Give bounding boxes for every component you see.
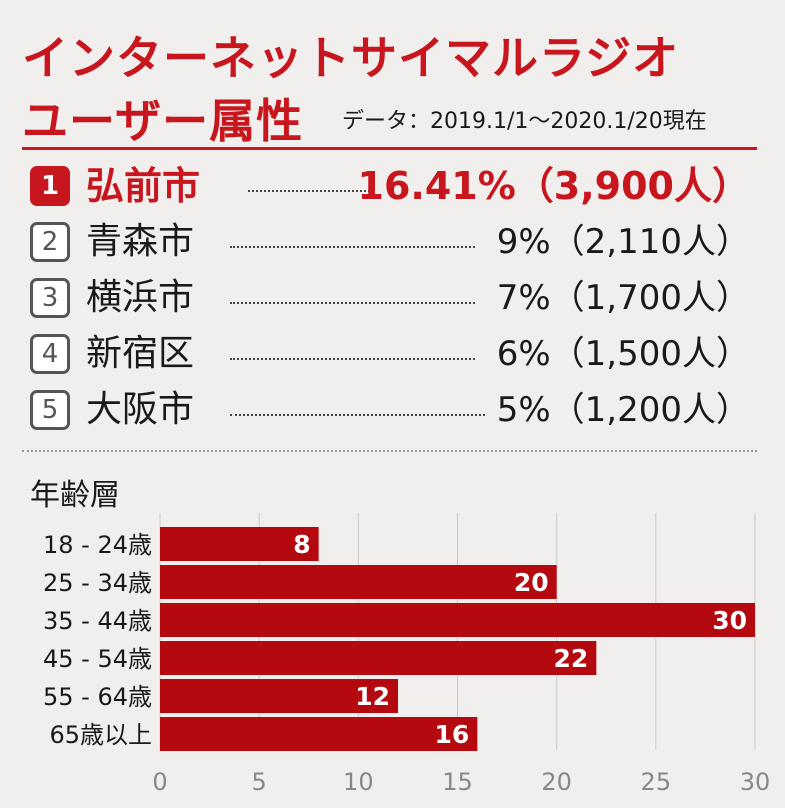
bar-0 <box>160 527 319 561</box>
bar-value-label: 8 <box>293 530 310 559</box>
ranking-row-3: 3 横浜市 7%（1,700人） <box>30 272 750 324</box>
age-chart-title: 年齢層 <box>30 478 120 513</box>
rank-badge: 2 <box>30 222 70 262</box>
dotted-leader <box>248 190 370 192</box>
rank-badge: 1 <box>30 166 70 206</box>
title-divider <box>22 147 757 150</box>
category-label: 45 - 54歳 <box>43 645 152 673</box>
city-name: 青森市 <box>86 221 195 262</box>
bar-value-label: 16 <box>435 720 470 749</box>
bar-3 <box>160 641 597 675</box>
title-line2: ユーザー属性 <box>22 94 304 148</box>
bar-4 <box>160 679 398 713</box>
dotted-leader <box>230 358 475 360</box>
category-label: 25 - 34歳 <box>43 569 152 597</box>
x-tick-label-10: 10 <box>343 768 374 796</box>
ranking-row-1: 1 弘前市 16.41%（3,900人） <box>30 160 750 212</box>
x-tick-label-25: 25 <box>641 768 672 796</box>
bar-value-label: 20 <box>514 568 549 597</box>
x-tick-label-15: 15 <box>442 768 473 796</box>
title-line1: インターネットサイマルラジオ <box>22 31 680 85</box>
city-value: 6%（1,500人） <box>496 334 750 374</box>
rank-badge: 3 <box>30 278 70 318</box>
city-value: 5%（1,200人） <box>496 390 750 430</box>
dotted-leader <box>230 414 485 416</box>
rank-badge: 4 <box>30 334 70 374</box>
city-name: 新宿区 <box>86 333 195 374</box>
ranking-row-4: 4 新宿区 6%（1,500人） <box>30 328 750 380</box>
category-label: 18 - 24歳 <box>43 531 152 559</box>
dotted-leader <box>230 302 475 304</box>
dotted-leader <box>230 246 475 248</box>
bar-5 <box>160 717 478 751</box>
city-name: 横浜市 <box>86 277 195 318</box>
city-value: 7%（1,700人） <box>496 278 750 318</box>
city-value: 9%（2,110人） <box>496 222 750 262</box>
subtitle: データ：2019.1/1〜2020.1/20現在 <box>342 109 707 134</box>
category-label: 55 - 64歳 <box>43 683 152 711</box>
x-tick-label-5: 5 <box>252 768 267 796</box>
x-tick-label-20: 20 <box>541 768 572 796</box>
bar-2 <box>160 603 755 637</box>
city-name: 弘前市 <box>86 164 201 208</box>
section-divider <box>22 450 757 452</box>
rank-badge: 5 <box>30 390 70 430</box>
x-tick-label-0: 0 <box>152 768 167 796</box>
bar-value-label: 22 <box>554 644 589 673</box>
city-name: 大阪市 <box>86 389 195 430</box>
category-label: 65歳以上 <box>49 721 152 749</box>
bar-value-label: 12 <box>355 682 390 711</box>
category-label: 35 - 44歳 <box>43 607 152 635</box>
ranking-row-2: 2 青森市 9%（2,110人） <box>30 216 750 268</box>
bar-value-label: 30 <box>712 606 747 635</box>
x-tick-label-30: 30 <box>740 768 771 796</box>
bar-1 <box>160 565 557 599</box>
ranking-row-5: 5 大阪市 5%（1,200人） <box>30 384 750 436</box>
city-value: 16.41%（3,900人） <box>357 164 750 208</box>
